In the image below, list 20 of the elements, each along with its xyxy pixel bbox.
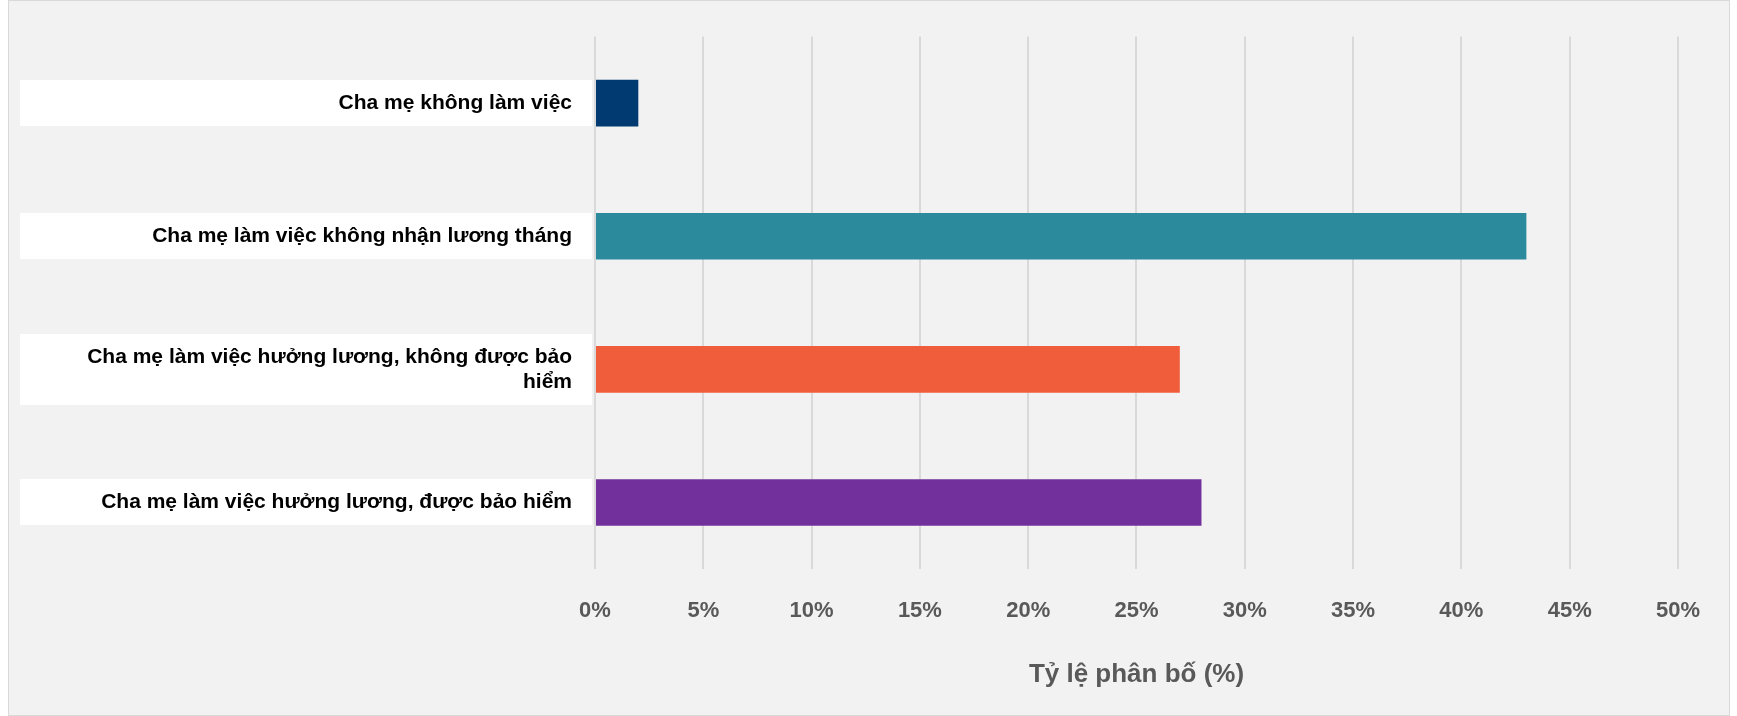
y-tick-label: Cha mẹ làm việc hưởng lương, không được bảo hiểm bbox=[87, 343, 572, 392]
x-tick-label: 35% bbox=[1331, 597, 1376, 623]
x-tick-label: 30% bbox=[1222, 597, 1267, 623]
x-axis-title: Tỷ lệ phân bố (%) bbox=[1028, 657, 1245, 688]
x-tick-label: 10% bbox=[789, 597, 834, 623]
x-tick-label: 45% bbox=[1547, 597, 1592, 623]
x-tick-label: 25% bbox=[1114, 597, 1159, 623]
x-tick-label: 50% bbox=[1655, 597, 1701, 623]
x-tick-label: 40% bbox=[1439, 597, 1484, 623]
x-tick-label: 15% bbox=[897, 597, 942, 623]
x-tick-label: 0% bbox=[579, 597, 611, 623]
y-tick-label: Cha mẹ làm việc hưởng lương, được bảo hiểm bbox=[101, 489, 572, 513]
y-tick-label: Cha mẹ không làm việc bbox=[338, 89, 573, 113]
bar bbox=[596, 212, 1527, 260]
x-tick-label: 5% bbox=[687, 597, 720, 623]
x-tick-label: 20% bbox=[1006, 597, 1051, 623]
bar bbox=[596, 79, 639, 127]
y-tick-label: Cha mẹ làm việc không nhận lương tháng bbox=[152, 223, 572, 247]
bar bbox=[596, 479, 1202, 526]
bar bbox=[596, 346, 1180, 393]
